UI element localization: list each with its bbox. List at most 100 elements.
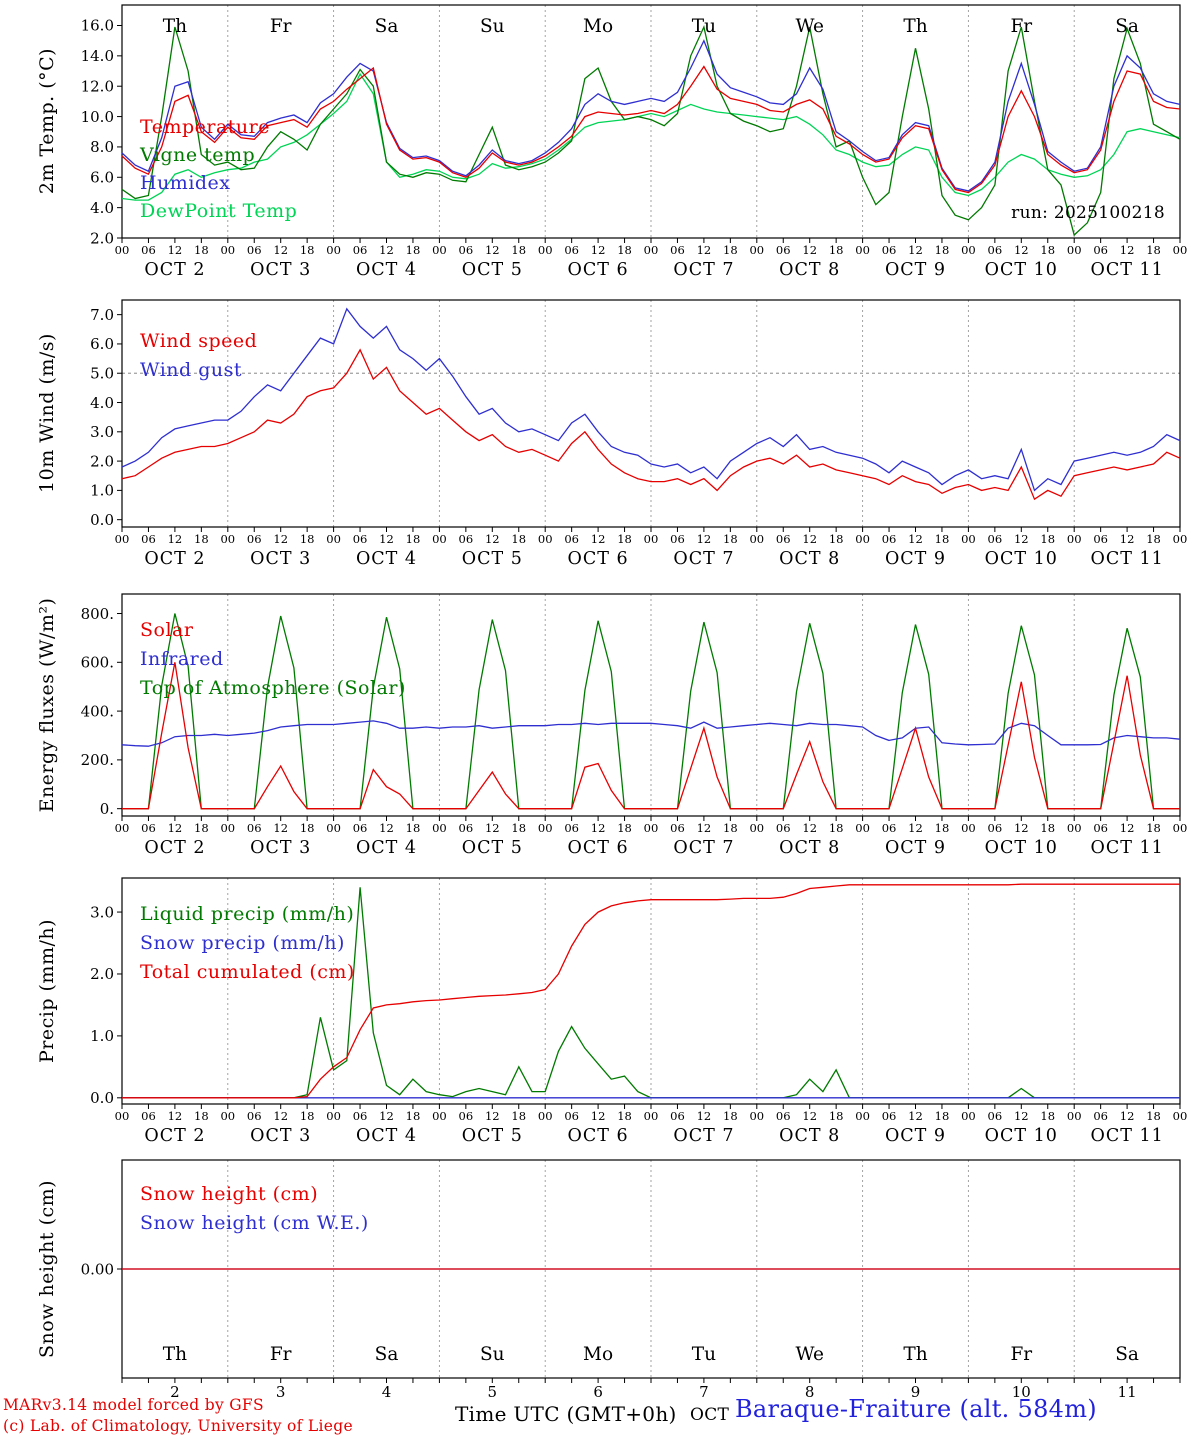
weekday-label-bottom: Fr [270, 1344, 292, 1365]
x-hour-label: 12 [485, 821, 500, 835]
x-hour-label: 18 [194, 821, 209, 835]
legend-liquid-precip: Liquid precip (mm/h) [140, 903, 355, 925]
x-hour-label: 12 [379, 821, 394, 835]
x-hour-label: 00 [538, 532, 553, 546]
x-hour-label: 18 [194, 243, 209, 257]
x-hour-label: 12 [591, 243, 606, 257]
x-hour-label: 18 [723, 243, 738, 257]
x-hour-label: 00 [432, 1109, 447, 1123]
x-hour-label: 12 [908, 1109, 923, 1123]
x-hour-label: 06 [670, 821, 685, 835]
legend-solar: Solar [140, 619, 194, 641]
x-hour-label: 00 [115, 821, 130, 835]
x-hour-label: 12 [802, 1109, 817, 1123]
weekday-label-top: Tu [692, 16, 716, 37]
x-hour-label: 12 [1014, 532, 1029, 546]
x-hour-label: 00 [855, 243, 870, 257]
y-tick-label: 6.0 [90, 169, 114, 187]
x-day-label: OCT 10 [985, 260, 1058, 280]
x-hour-label: 06 [564, 1109, 579, 1123]
x-hour-label: 06 [882, 821, 897, 835]
y-tick-label: 8.0 [90, 138, 114, 156]
x-hour-label: 06 [988, 1109, 1003, 1123]
series-dewpoint-temp-line [121, 72, 1181, 201]
x-hour-label: 00 [220, 1109, 235, 1123]
x-hour-label: 18 [829, 243, 844, 257]
x-hour-label: 12 [1120, 821, 1135, 835]
x-day-label: OCT 8 [779, 838, 840, 858]
x-hour-label: 18 [617, 821, 632, 835]
y-tick-label: 0.0 [90, 511, 114, 529]
y-tick-label: 0. [100, 800, 114, 818]
x-hour-label: 06 [353, 821, 368, 835]
x-hour-label: 12 [908, 532, 923, 546]
x-hour-label: 00 [326, 532, 341, 546]
y-tick-label: 4.0 [90, 394, 114, 412]
x-hour-label: 06 [353, 1109, 368, 1123]
x-day-label: OCT 4 [356, 549, 417, 569]
x-hour-label: 18 [300, 243, 315, 257]
x-hour-label: 12 [379, 1109, 394, 1123]
x-hour-label: 18 [829, 532, 844, 546]
time-axis-label: Time UTC (GMT+0h) [455, 1402, 677, 1426]
x-hour-label: 18 [723, 532, 738, 546]
x-hour-label: 06 [564, 243, 579, 257]
x-hour-label: 12 [379, 243, 394, 257]
x-hour-label: 18 [935, 532, 950, 546]
y-tick-label: 12.0 [81, 77, 114, 95]
x-hour-label: 00 [1067, 243, 1082, 257]
x-hour-label: 12 [802, 532, 817, 546]
weekday-label-top: Fr [1010, 16, 1032, 37]
x-hour-label: 06 [988, 821, 1003, 835]
weekday-label-top: Th [903, 16, 927, 37]
x-day-label: OCT 10 [985, 1126, 1058, 1146]
x-hour-label: 00 [1173, 243, 1188, 257]
weekday-label-bottom: Sa [375, 1344, 399, 1365]
legend-temperature: Temperature [140, 116, 270, 138]
x-hour-label: 06 [882, 243, 897, 257]
x-day-label: OCT 2 [144, 260, 205, 280]
x-hour-label: 06 [670, 1109, 685, 1123]
series-humidex-line [121, 39, 1181, 192]
x-day-label: OCT 7 [673, 549, 734, 569]
y-tick-label: 3.0 [90, 903, 114, 921]
x-hour-label: 06 [247, 243, 262, 257]
x-hour-label: 06 [564, 821, 579, 835]
series-total-cumulated-cm-line [122, 883, 1180, 1099]
series-wind-speed-line [121, 348, 1181, 501]
legend-dewpoint-temp: DewPoint Temp [140, 200, 298, 222]
x-hour-label: 18 [194, 1109, 209, 1123]
x-hour-label: 06 [670, 532, 685, 546]
x-day-label: OCT 8 [779, 260, 840, 280]
day-number-label: 5 [488, 1383, 498, 1401]
x-hour-label: 06 [353, 243, 368, 257]
panel-border [121, 299, 1181, 528]
day-number-label: 9 [911, 1383, 921, 1401]
x-day-label: OCT 7 [673, 1126, 734, 1146]
x-day-label: OCT 9 [885, 549, 946, 569]
x-hour-label: 12 [697, 532, 712, 546]
x-hour-label: 18 [1146, 1109, 1161, 1123]
x-hour-label: 00 [961, 243, 976, 257]
series-temperature-line [121, 65, 1181, 194]
y-tick-label: 0.00 [81, 1260, 114, 1278]
x-hour-label: 00 [326, 243, 341, 257]
x-hour-label: 12 [591, 821, 606, 835]
x-hour-label: 00 [855, 821, 870, 835]
y-tick-label: 16.0 [81, 17, 114, 35]
x-day-label: OCT 11 [1090, 838, 1163, 858]
x-hour-label: 00 [644, 1109, 659, 1123]
x-hour-label: 00 [749, 243, 764, 257]
y-axis-title-wind: 10m Wind (m/s) [36, 333, 58, 493]
x-hour-label: 00 [961, 1109, 976, 1123]
day-number-label: 8 [805, 1383, 815, 1401]
x-day-label: OCT 2 [144, 1126, 205, 1146]
y-axis-title-snow: Snow height (cm) [36, 1179, 58, 1359]
x-hour-label: 00 [538, 243, 553, 257]
x-hour-label: 06 [670, 243, 685, 257]
x-hour-label: 12 [1014, 1109, 1029, 1123]
x-hour-label: 12 [1120, 532, 1135, 546]
x-hour-label: 00 [644, 821, 659, 835]
x-hour-label: 18 [406, 532, 421, 546]
